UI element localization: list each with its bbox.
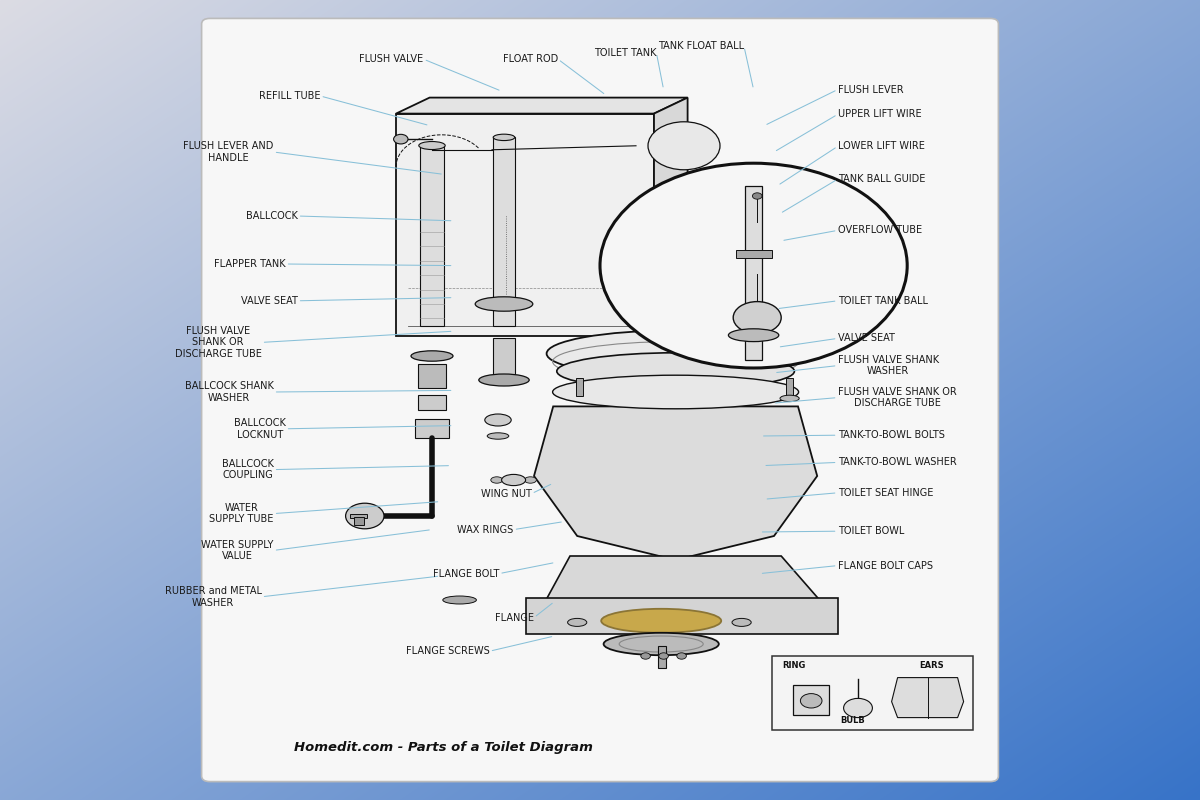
Text: TANK FLOAT BALL: TANK FLOAT BALL [658, 42, 744, 51]
Text: WATER
SUPPLY TUBE: WATER SUPPLY TUBE [209, 503, 274, 525]
Circle shape [800, 694, 822, 708]
Circle shape [844, 698, 872, 718]
Text: TANK-TO-BOWL BOLTS: TANK-TO-BOWL BOLTS [838, 430, 944, 440]
Text: FLANGE BOLT CAPS: FLANGE BOLT CAPS [838, 561, 932, 570]
Bar [493, 138, 515, 326]
Ellipse shape [546, 330, 804, 377]
Ellipse shape [487, 433, 509, 439]
Polygon shape [546, 556, 820, 600]
Circle shape [752, 193, 762, 199]
Ellipse shape [419, 142, 445, 150]
Text: LOWER LIFT WIRE: LOWER LIFT WIRE [838, 142, 924, 151]
Bar [772, 656, 973, 730]
Text: BALLCOCK: BALLCOCK [246, 211, 298, 221]
Text: Homedit.com - Parts of a Toilet Diagram: Homedit.com - Parts of a Toilet Diagram [294, 741, 593, 754]
Circle shape [346, 503, 384, 529]
Text: TOILET SEAT HINGE: TOILET SEAT HINGE [838, 488, 932, 498]
Ellipse shape [732, 618, 751, 626]
Ellipse shape [557, 353, 794, 390]
Bar [493, 338, 515, 376]
Polygon shape [396, 98, 688, 114]
Text: BALLCOCK
COUPLING: BALLCOCK COUPLING [222, 459, 274, 480]
Ellipse shape [443, 596, 476, 604]
Bar [786, 378, 793, 396]
Ellipse shape [552, 375, 799, 409]
Ellipse shape [410, 351, 454, 362]
Ellipse shape [568, 618, 587, 626]
Bar [415, 419, 449, 438]
Text: VALVE SEAT: VALVE SEAT [838, 334, 894, 343]
Ellipse shape [604, 633, 719, 655]
Text: OVERFLOW TUBE: OVERFLOW TUBE [838, 226, 922, 235]
Circle shape [677, 653, 686, 659]
Circle shape [648, 122, 720, 170]
Bar [396, 114, 654, 336]
Bar [350, 514, 367, 518]
Ellipse shape [491, 477, 503, 483]
Text: REFILL TUBE: REFILL TUBE [259, 91, 320, 101]
Ellipse shape [493, 134, 515, 141]
Text: WATER SUPPLY
VALUE: WATER SUPPLY VALUE [202, 540, 274, 562]
Bar [420, 146, 444, 326]
Bar [354, 517, 364, 525]
Polygon shape [654, 98, 688, 336]
Ellipse shape [485, 414, 511, 426]
Ellipse shape [767, 338, 788, 346]
Text: TOILET TANK BALL: TOILET TANK BALL [838, 296, 928, 306]
Bar [736, 250, 772, 258]
Text: RUBBER and METAL
WASHER: RUBBER and METAL WASHER [164, 586, 262, 608]
Text: FLUSH LEVER AND
HANDLE: FLUSH LEVER AND HANDLE [184, 141, 274, 162]
Text: BALLCOCK
LOCKNUT: BALLCOCK LOCKNUT [234, 418, 286, 439]
Circle shape [733, 302, 781, 334]
Text: FLUSH VALVE: FLUSH VALVE [360, 54, 424, 64]
Text: BULB: BULB [840, 716, 865, 725]
Ellipse shape [479, 374, 529, 386]
Bar [793, 685, 829, 715]
Text: WAX RINGS: WAX RINGS [457, 525, 514, 534]
Text: FLAPPER TANK: FLAPPER TANK [214, 259, 286, 269]
Text: TANK-TO-BOWL WASHER: TANK-TO-BOWL WASHER [838, 458, 956, 467]
Bar [418, 395, 446, 410]
Text: RING: RING [782, 662, 805, 670]
Text: FLOAT ROD: FLOAT ROD [503, 54, 558, 64]
Text: FLANGE BOLT: FLANGE BOLT [433, 569, 499, 578]
Text: BALLCOCK SHANK
WASHER: BALLCOCK SHANK WASHER [185, 381, 274, 403]
Text: VALVE SEAT: VALVE SEAT [241, 296, 298, 306]
Polygon shape [892, 678, 964, 718]
FancyBboxPatch shape [202, 18, 998, 782]
Ellipse shape [601, 609, 721, 633]
Text: TOILET TANK: TOILET TANK [594, 48, 656, 58]
Text: FLUSH VALVE
SHANK OR
DISCHARGE TUBE: FLUSH VALVE SHANK OR DISCHARGE TUBE [175, 326, 262, 359]
Circle shape [641, 653, 650, 659]
Ellipse shape [524, 477, 536, 483]
Text: TANK BALL GUIDE: TANK BALL GUIDE [838, 174, 925, 184]
Bar [745, 186, 762, 360]
Text: FLANGE: FLANGE [496, 613, 534, 622]
Text: FLUSH VALVE SHANK
WASHER: FLUSH VALVE SHANK WASHER [838, 354, 938, 376]
Text: UPPER LIFT WIRE: UPPER LIFT WIRE [838, 110, 922, 119]
Text: FLUSH VALVE SHANK OR
DISCHARGE TUBE: FLUSH VALVE SHANK OR DISCHARGE TUBE [838, 387, 956, 408]
Ellipse shape [502, 474, 526, 486]
Circle shape [659, 653, 668, 659]
Ellipse shape [728, 329, 779, 342]
Circle shape [600, 163, 907, 368]
Polygon shape [534, 406, 817, 560]
Text: FLUSH LEVER: FLUSH LEVER [838, 85, 904, 94]
Ellipse shape [780, 395, 799, 402]
Bar [526, 598, 838, 634]
Text: FLANGE SCREWS: FLANGE SCREWS [406, 646, 490, 656]
Text: WING NUT: WING NUT [481, 489, 532, 498]
Text: TOILET BOWL: TOILET BOWL [838, 526, 904, 536]
Bar [576, 378, 583, 396]
Bar [418, 364, 446, 388]
Circle shape [394, 134, 408, 144]
Bar [658, 646, 666, 668]
Ellipse shape [475, 297, 533, 311]
Text: EARS: EARS [919, 662, 944, 670]
